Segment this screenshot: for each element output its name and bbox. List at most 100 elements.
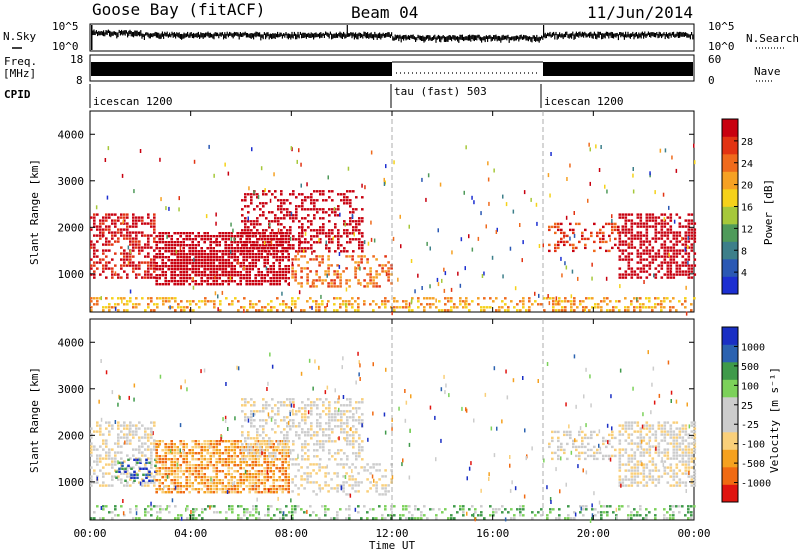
power-cell (315, 300, 318, 303)
velocity-cell (156, 505, 159, 508)
power-cell (244, 226, 247, 229)
velocity-cell (179, 455, 182, 458)
power-cell (393, 309, 396, 312)
power-cell (281, 253, 284, 256)
power-cell (345, 267, 348, 270)
power-cell (155, 277, 158, 280)
power-scatter-cell (591, 262, 593, 267)
velocity-cell (161, 476, 164, 479)
nsky-label: N.Sky (3, 30, 36, 43)
velocity-cell (111, 457, 114, 460)
velocity-cell (272, 488, 275, 491)
power-cell (204, 297, 207, 300)
velocity-cell (155, 479, 158, 482)
nsky-sample (681, 32, 683, 37)
freq-label-line2: [MHz] (3, 67, 36, 80)
power-scatter-cell (464, 301, 466, 306)
velocity-cell (120, 463, 123, 466)
velocity-cell (450, 517, 453, 520)
power-cell (645, 213, 649, 216)
power-cell (363, 300, 366, 303)
power-cell (657, 252, 661, 255)
power-cell (301, 205, 304, 208)
velocity-cell (549, 511, 552, 514)
nsky-sample (580, 33, 582, 38)
freq-label-line1: Freq. (4, 55, 37, 68)
velocity-cell (230, 485, 233, 488)
velocity-cell (354, 490, 357, 493)
power-cell (275, 250, 278, 253)
power-cell (147, 237, 150, 240)
velocity-cell (348, 517, 351, 520)
power-cell (176, 255, 180, 259)
power-cell (357, 303, 360, 306)
velocity-cell (294, 511, 297, 514)
power-cell (283, 208, 286, 211)
velocity-cell (313, 434, 316, 437)
nsky-sample (506, 35, 508, 41)
velocity-cell (269, 485, 272, 488)
velocity-cell (188, 452, 191, 455)
velocity-cell (585, 508, 588, 511)
power-scatter-cell (536, 221, 538, 226)
power-cell (96, 240, 99, 243)
power-cell (678, 273, 682, 276)
velocity-cell (287, 488, 290, 491)
power-scatter-cell (344, 222, 346, 227)
power-cell (327, 267, 330, 270)
nsky-sample (380, 33, 382, 40)
velocity-cell (230, 491, 233, 494)
power-scatter-cell (649, 171, 651, 176)
nsky-sample (499, 36, 501, 41)
power-cell (453, 303, 456, 306)
power-cell (165, 300, 168, 303)
velocity-cell (102, 448, 105, 451)
power-scatter-cell (439, 182, 442, 187)
power-cell (102, 243, 105, 246)
power-cell (129, 240, 132, 243)
power-cell (108, 249, 111, 252)
power-cell (639, 219, 643, 222)
power-cell (153, 231, 156, 234)
power-cell (281, 232, 284, 235)
power-cell (224, 261, 228, 265)
power-scatter-cell (338, 264, 341, 269)
velocity-cell (244, 398, 247, 401)
power-cell (105, 240, 108, 243)
nsky-sample (454, 35, 456, 41)
velocity-cell (144, 463, 147, 466)
velocity-cell (630, 517, 633, 520)
power-cell (313, 250, 316, 253)
power-cell (334, 250, 337, 253)
velocity-cell (135, 424, 138, 427)
power-cell (275, 271, 278, 274)
velocity-cell (265, 401, 268, 404)
power-cell (289, 232, 292, 235)
power-cell (188, 238, 191, 241)
power-cell (357, 309, 360, 312)
power-cell (96, 303, 99, 306)
power-scatter-cell (122, 219, 124, 224)
power-cell (633, 234, 637, 237)
power-cell (155, 268, 158, 271)
power-cell (117, 273, 120, 276)
velocity-cell (228, 508, 231, 511)
velocity-cell (241, 404, 244, 407)
power-cell (269, 253, 272, 256)
nsky-sample (185, 33, 187, 38)
power-cell (256, 229, 259, 232)
velocity-cell (179, 491, 182, 494)
velocity-cell (186, 505, 189, 508)
nsky-sample (637, 34, 639, 39)
power-scatter-cell (565, 215, 568, 220)
power-cell (465, 303, 468, 306)
power-cell (209, 271, 212, 274)
power-cell (298, 193, 301, 196)
power-cell (135, 222, 138, 225)
power-cell (310, 199, 313, 202)
power-cell (182, 280, 185, 283)
velocity-cell (330, 478, 333, 481)
power-cell (182, 258, 186, 262)
power-ytick-label: 4000 (58, 128, 85, 141)
velocity-cell (90, 442, 93, 445)
